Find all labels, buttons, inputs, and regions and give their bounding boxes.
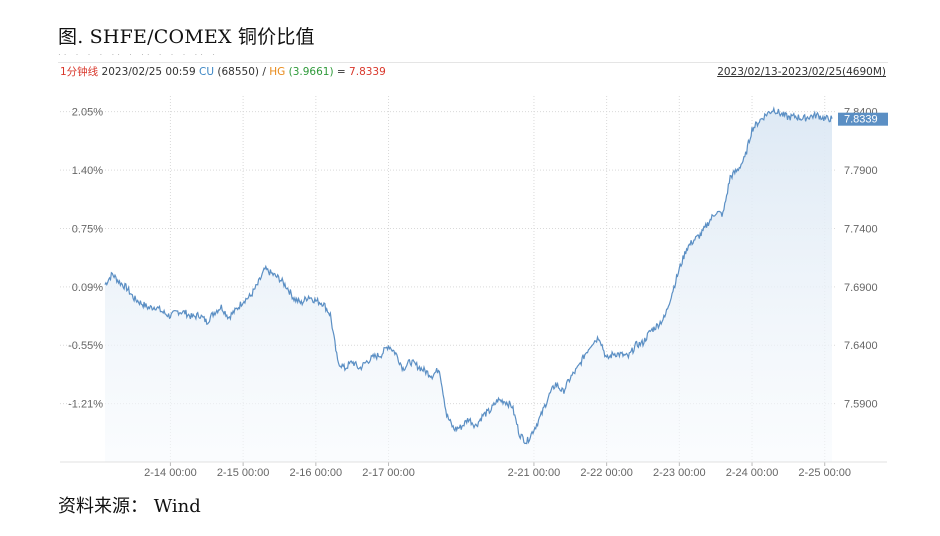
cropped-header-strip: '' ' ' ' '' ' '' ' ' ' '' ' xyxy=(58,54,218,62)
chart-info-bar: 1分钟线 2023/02/25 00:59 CU (68550) / HG (3… xyxy=(58,62,888,81)
left-tick-label: 2.05% xyxy=(72,107,103,119)
figure-title: 图. SHFE/COMEX 铜价比值 xyxy=(58,26,315,48)
x-tick-label: 2-15 00:00 xyxy=(217,467,270,479)
right-tick-label: 7.7900 xyxy=(844,165,878,177)
right-tick-label: 7.6900 xyxy=(844,282,878,294)
last-value-box xyxy=(838,112,888,126)
left-tick-label: 0.75% xyxy=(72,223,103,235)
x-tick-label: 2-17 00:00 xyxy=(362,467,415,479)
left-tick-label: -1.21% xyxy=(68,399,103,411)
right-tick-label: 7.5900 xyxy=(844,399,878,411)
series-line xyxy=(104,106,833,445)
equals-sign: = xyxy=(336,66,346,78)
hg-value: (3.9661) xyxy=(288,66,334,78)
hg-label: HG xyxy=(269,66,286,78)
right-tick-label: 7.7400 xyxy=(844,223,878,235)
area-fill xyxy=(105,108,832,462)
ratio-value: 7.8339 xyxy=(349,66,386,78)
left-tick-label: -0.55% xyxy=(68,340,103,352)
left-tick-label: 1.40% xyxy=(72,165,103,177)
datetime-label: 2023/02/25 00:59 xyxy=(101,66,196,78)
x-tick-label: 2-24 00:00 xyxy=(726,467,779,479)
left-tick-label: 0.09% xyxy=(72,282,103,294)
source-note: 资料来源： Wind xyxy=(58,496,201,517)
x-axis: 2-14 00:00 2-15 00:00 2-16 00:00 2-17 00:00… xyxy=(60,461,887,479)
x-tick-label: 2-16 00:00 xyxy=(290,467,343,479)
last-value-label: 7.8339 xyxy=(844,114,878,126)
x-tick-label: 2-14 00:00 xyxy=(144,467,197,479)
left-axis: 2.05% 1.40% 0.75% 0.09% -0.55% -1.21% xyxy=(68,107,103,411)
x-tick-label: 2-25 00:00 xyxy=(798,467,851,479)
cu-value: (68550) xyxy=(217,66,259,78)
cu-label: CU xyxy=(199,66,215,78)
period-label[interactable]: 1分钟线 xyxy=(60,66,99,78)
info-left: 1分钟线 2023/02/25 00:59 CU (68550) / HG (3… xyxy=(60,63,386,81)
separator: / xyxy=(262,66,266,78)
x-tick-label: 2-21 00:00 xyxy=(508,467,561,479)
date-range-link[interactable]: 2023/02/13-2023/02/25(4690M) xyxy=(717,66,886,78)
x-tick-label: 2-22 00:00 xyxy=(580,467,633,479)
last-value-tag: 7.8339 xyxy=(838,112,888,126)
x-tick-label: 2-23 00:00 xyxy=(653,467,706,479)
right-tick-label: 7.6400 xyxy=(844,340,878,352)
